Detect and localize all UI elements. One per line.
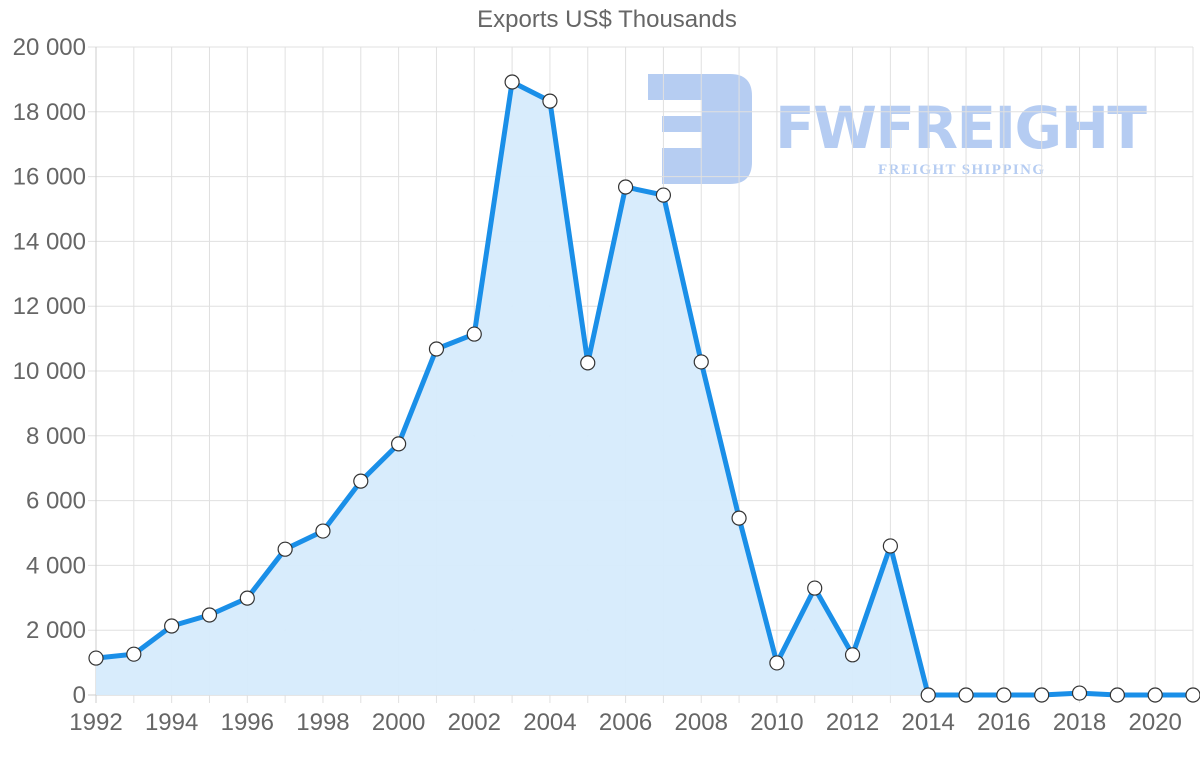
data-point[interactable]: 2001: 10680 [428,341,445,357]
y-tick-label: 6 000 [26,488,86,515]
data-point[interactable]: 1999: 6600 [353,473,369,489]
data-point[interactable]: 2012: 1240 [844,647,861,663]
data-point[interactable]: 1992: 1140 [88,650,104,666]
data-point[interactable]: 1997: 4500 [277,541,293,557]
y-tick-label: 2 000 [26,617,86,644]
data-point[interactable]: 2009: 5460 [731,510,747,526]
x-tick-label: 1996 [221,709,274,736]
x-tick-label: 2010 [750,709,803,736]
x-tick-label: 2002 [448,709,501,736]
data-point[interactable]: 2007: 15430 [655,187,672,203]
x-tick-label: 1994 [145,709,198,736]
chart-title: Exports US$ Thousands [477,6,737,33]
x-tick-label: 1992 [69,709,122,736]
y-tick-label: 0 [73,682,86,709]
y-tick-label: 8 000 [26,423,86,450]
data-point[interactable]: 2016: 0 [996,687,1012,703]
data-point[interactable]: 2000: 7750 [391,436,407,452]
data-point[interactable]: 2011: 3300 [807,580,823,596]
x-tick-label: 2008 [675,709,728,736]
y-tick-label: 20 000 [13,34,86,61]
y-tick-label: 4 000 [26,552,86,579]
data-point[interactable]: 1993: 1260 [126,646,142,662]
data-point[interactable]: 2003: 18920 [504,74,520,90]
data-point[interactable]: 2021: 0 [1185,687,1200,703]
y-tick-label: 14 000 [13,228,86,255]
x-tick-label: 2014 [902,709,955,736]
data-point[interactable]: 1994: 2130 [164,618,180,634]
x-tick-label: 2020 [1128,709,1181,736]
data-point[interactable]: 2005: 10250 [580,355,596,371]
data-point[interactable]: 2006: 15680 [617,179,634,195]
data-point[interactable]: 2013: 4600 [882,538,898,554]
data-point[interactable]: 2010: 990 [769,655,785,671]
x-tick-label: 2000 [372,709,425,736]
y-tick-label: 16 000 [13,164,86,191]
y-tick-label: 12 000 [13,293,86,320]
data-point[interactable]: 2018: 60 [1071,685,1088,701]
x-tick-label: 2018 [1053,709,1106,736]
y-tick-label: 10 000 [13,358,86,385]
data-point[interactable]: 2008: 10280 [693,354,709,370]
data-point[interactable]: 2017: 0 [1034,687,1050,703]
x-tick-label: 2004 [523,709,576,736]
x-tick-label: 2016 [977,709,1030,736]
x-tick-label: 1998 [296,709,349,736]
area-fill [96,82,1193,695]
x-tick-label: 2012 [826,709,879,736]
y-tick-label: 18 000 [13,99,86,126]
data-point[interactable]: 2019: 0 [1109,687,1125,703]
watermark-brand: FWFREIGHT [775,94,1147,162]
data-point[interactable]: 2015: 0 [958,687,974,703]
data-point[interactable]: 2004: 18330 [542,93,558,109]
data-point[interactable]: 2002: 11140 [466,326,482,342]
data-point[interactable]: 1998: 5060 [315,523,331,539]
data-point[interactable]: 2014: 0 [920,687,936,703]
data-point[interactable]: 1995: 2470 [201,607,218,623]
logo-mark-icon [648,74,752,184]
data-point[interactable]: 2020: 0 [1147,687,1163,703]
data-point[interactable]: 1996: 2990 [239,590,255,606]
x-tick-label: 2006 [599,709,652,736]
watermark-tagline: FREIGHT SHIPPING [878,162,1044,178]
